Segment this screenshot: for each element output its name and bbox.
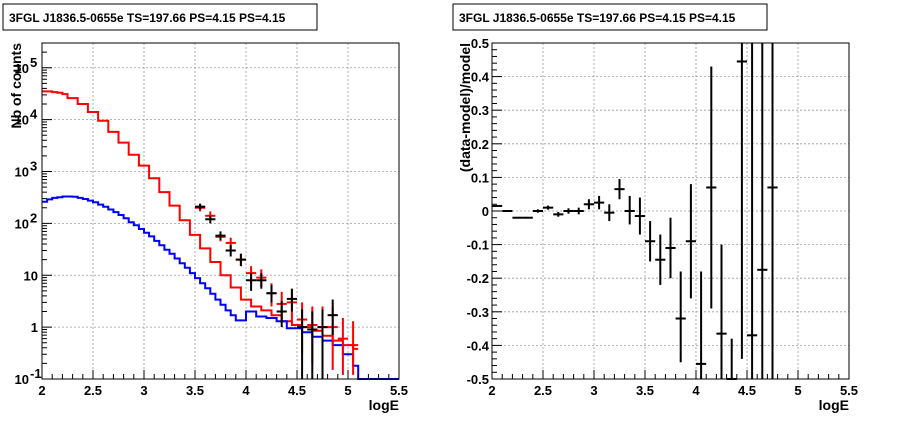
left-y-tick-exponent: 3 [30, 159, 37, 174]
right-x-tick-label: 3 [590, 383, 597, 398]
right-y-tick-label: -0.5 [467, 372, 489, 387]
right-y-tick-label: 0 [482, 204, 489, 219]
right-chart-title: 3FGL J1836.5-0655e TS=197.66 PS=4.15 PS=… [459, 11, 736, 25]
left-y-tick-label: 10 [15, 113, 29, 128]
right-x-tick-label: 3.5 [636, 383, 654, 398]
left-x-tick-label: 4.5 [288, 383, 306, 398]
left-y-tick-label: 10 [15, 165, 29, 180]
right-y-axis-label: (data-model)/model [457, 43, 473, 172]
right-series [492, 43, 778, 380]
right-y-tick-label: -0.3 [467, 305, 489, 320]
left-title-box [2, 3, 318, 31]
right-x-tick-label: 4.5 [738, 383, 756, 398]
left-y-tick-exponent: 2 [30, 210, 37, 225]
left-x-tick-label: 3 [140, 383, 147, 398]
right-y-tick-label: 0.5 [471, 36, 489, 51]
right-y-tick-label: -0.2 [467, 271, 489, 286]
right-y-tick-label: -0.1 [467, 238, 489, 253]
left-x-tick-label: 2.5 [84, 383, 102, 398]
right-panel: 2 2.5 3 3.5 4 4.5 5 5.5 -0.5 -0.4 -0.3 -0.2 -0.1 0 0.1… [452, 3, 858, 413]
left-x-tick-label: 5.5 [390, 383, 408, 398]
left-y-tick-exponent: 4 [30, 107, 38, 122]
left-x-tick-label: 2 [38, 383, 45, 398]
right-y-tick-label: 0.3 [471, 103, 489, 118]
right-grid [492, 43, 849, 379]
left-grid [42, 43, 399, 379]
left-plot-frame [41, 42, 400, 380]
right-title-box [452, 3, 768, 31]
left-y-tick-exponent: -1 [30, 366, 42, 381]
model-step-line [42, 90, 359, 350]
right-y-tick-label: 0.4 [471, 70, 490, 85]
right-x-tick-label: 5 [794, 383, 801, 398]
right-x-tick-label: 4 [692, 383, 700, 398]
right-y-tick-label: 0.1 [471, 170, 489, 185]
left-x-tick-label: 3.5 [186, 383, 204, 398]
left-x-axis-label: logE [369, 397, 399, 413]
right-x-tick-label: 5.5 [840, 383, 858, 398]
left-series [42, 90, 399, 380]
left-x-tick-label: 5 [344, 383, 351, 398]
left-chart-title: 3FGL J1836.5-0655e TS=197.66 PS=4.15 PS=… [9, 11, 286, 25]
left-y-tick-label: 1 [31, 320, 38, 335]
left-y-tick-label: 10 [24, 268, 38, 283]
left-y-tick-label: 10 [15, 61, 29, 76]
right-y-tick-label: -0.4 [467, 338, 490, 353]
right-x-axis-label: logE [819, 397, 849, 413]
right-y-tick-label: 0.2 [471, 137, 489, 152]
left-x-tick-label: 4 [242, 383, 250, 398]
left-y-tick-label: 10 [15, 372, 29, 387]
left-y-axis-label: Nb of counts [8, 43, 24, 129]
right-x-tick-label: 2 [488, 383, 495, 398]
background-step-line [42, 195, 399, 380]
right-x-tick-label: 2.5 [534, 383, 552, 398]
left-y-tick-exponent: 5 [30, 55, 37, 70]
left-y-tick-label: 10 [15, 216, 29, 231]
right-ticks: 2 2.5 3 3.5 4 4.5 5 5.5 -0.5 -0.4 -0.3 -0.2 -0.1 0 0.1… [467, 36, 858, 398]
